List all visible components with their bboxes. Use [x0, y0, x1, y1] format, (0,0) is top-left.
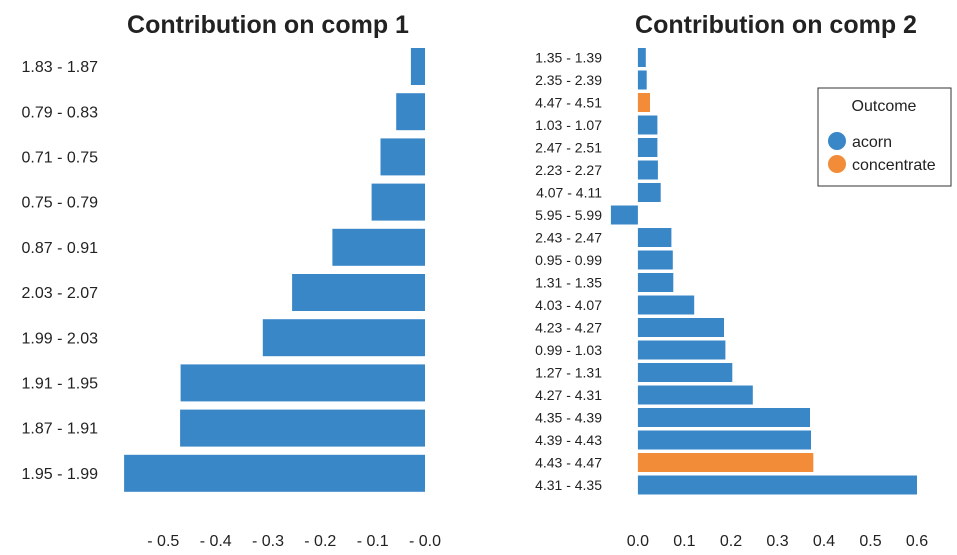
comp2-bar: [637, 93, 650, 112]
comp2-x-tick-label: 0.1: [673, 533, 695, 550]
comp2-bar: [637, 318, 724, 337]
comp2-category-labels: 1.35 - 1.39 2.35 - 2.39 4.47 - 4.51 1.03 - …: [535, 49, 602, 493]
comp1-bar: [124, 454, 425, 492]
comp2-panel: Contribution on comp 2 1.35 - 1.39 2.35 -…: [535, 11, 928, 550]
comp2-bar: [637, 183, 661, 202]
comp1-category-labels: 1.83 - 1.87 0.79 - 0.83 0.71 - 0.75 0.75 - …: [22, 59, 99, 483]
comp2-bar: [637, 475, 917, 495]
comp1-bar: [332, 228, 425, 266]
comp1-bar: [292, 274, 425, 311]
comp2-bar: [637, 385, 753, 405]
legend-concentrate-swatch: [828, 155, 846, 173]
comp2-bar: [637, 363, 733, 382]
comp2-x-tick-label: 0.5: [859, 533, 881, 550]
comp2-x-tick-label: 0.4: [813, 533, 835, 550]
comp2-bar: [637, 138, 658, 157]
comp2-x-tick-label: 0.3: [766, 533, 788, 550]
comp2-category-label: 2.23 - 2.27: [535, 162, 602, 178]
comp1-x-tick-label: - 0.5: [147, 533, 179, 550]
comp1-category-label: 1.99 - 2.03: [22, 330, 99, 347]
comp1-category-label: 0.75 - 0.79: [22, 195, 99, 212]
comp2-category-label: 0.95 - 0.99: [535, 252, 602, 268]
comp2-category-label: 4.03 - 4.07: [535, 297, 602, 313]
comp1-x-tick-label: - 0.4: [200, 533, 232, 550]
comp2-bar: [637, 273, 674, 292]
comp2-x-tick-label: 0.2: [720, 533, 742, 550]
comp1-x-tick-label: - 0.3: [252, 533, 284, 550]
comp2-category-label: 4.07 - 4.11: [536, 184, 602, 200]
comp2-category-label: 4.27 - 4.31: [535, 387, 602, 403]
comp2-bar: [637, 340, 726, 360]
comp1-bars: [124, 48, 425, 492]
legend-acorn-label: acorn: [852, 134, 892, 151]
comp2-bar: [637, 453, 814, 472]
comp1-bar: [371, 183, 425, 221]
comp1-x-tick-label: - 0.1: [357, 533, 389, 550]
comp2-category-label: 1.31 - 1.35: [535, 274, 602, 290]
comp1-category-label: 0.87 - 0.91: [22, 240, 99, 257]
comp2-bar: [610, 205, 638, 225]
comp1-x-tick-labels: - 0.5 - 0.4 - 0.3 - 0.2 - 0.1 - 0.0: [147, 533, 441, 550]
comp2-category-label: 1.27 - 1.31: [535, 364, 602, 380]
legend-acorn-swatch: [828, 132, 846, 150]
comp1-bar: [410, 48, 425, 85]
comp2-category-label: 2.35 - 2.39: [535, 72, 602, 88]
comp2-category-label: 0.99 - 1.03: [535, 342, 602, 358]
comp2-category-label: 4.47 - 4.51: [535, 94, 602, 110]
comp1-bar: [180, 409, 425, 447]
comp1-x-tick-label: - 0.2: [304, 533, 336, 550]
comp2-category-label: 4.31 - 4.35: [535, 477, 602, 493]
comp1-bar: [380, 138, 425, 176]
comp1-category-label: 2.03 - 2.07: [22, 285, 99, 302]
comp1-panel: Contribution on comp 1 1.83 - 1.87 0.79 -…: [22, 11, 442, 550]
legend-title: Outcome: [852, 98, 917, 115]
comp2-bar: [637, 228, 672, 247]
comp1-category-label: 1.95 - 1.99: [22, 466, 99, 483]
comp2-category-label: 2.47 - 2.51: [535, 139, 602, 155]
comp2-category-label: 4.35 - 4.39: [535, 409, 602, 425]
comp2-title: Contribution on comp 2: [635, 11, 917, 39]
comp1-bar: [262, 319, 425, 357]
comp2-x-tick-label: 0.0: [627, 533, 649, 550]
comp2-category-label: 1.03 - 1.07: [535, 117, 602, 133]
comp2-bar: [637, 430, 811, 450]
comp2-category-label: 1.35 - 1.39: [535, 49, 602, 65]
comp2-category-label: 5.95 - 5.99: [535, 207, 602, 223]
comp2-bar: [637, 250, 673, 270]
legend: Outcome acorn concentrate: [817, 87, 952, 187]
comp2-x-tick-label: 0.6: [906, 533, 928, 550]
comp2-bars: [610, 48, 917, 495]
comp2-category-label: 4.39 - 4.43: [535, 432, 602, 448]
comp1-x-tick-label: - 0.0: [409, 533, 441, 550]
comp2-category-label: 2.43 - 2.47: [535, 229, 602, 245]
comp1-bar: [180, 364, 425, 402]
comp1-category-label: 1.87 - 1.91: [22, 421, 99, 438]
legend-concentrate-label: concentrate: [852, 157, 936, 174]
comp1-bar: [396, 93, 425, 131]
comp1-category-label: 0.79 - 0.83: [22, 104, 99, 121]
comp2-x-tick-labels: 0.0 0.1 0.2 0.3 0.4 0.5 0.6: [627, 533, 928, 550]
comp1-category-label: 1.91 - 1.95: [22, 376, 99, 393]
comp2-bar: [637, 295, 695, 315]
comp1-category-label: 0.71 - 0.75: [22, 150, 99, 167]
comp2-category-label: 4.23 - 4.27: [535, 319, 602, 335]
comp2-bar: [637, 160, 658, 180]
comp1-title: Contribution on comp 1: [127, 11, 409, 39]
comp2-bar: [637, 115, 658, 135]
comp2-bar: [637, 48, 646, 67]
comp1-category-label: 1.83 - 1.87: [22, 59, 99, 76]
comp2-bar: [637, 408, 810, 427]
comp2-bar: [637, 70, 647, 90]
comp2-category-label: 4.43 - 4.47: [535, 454, 602, 470]
